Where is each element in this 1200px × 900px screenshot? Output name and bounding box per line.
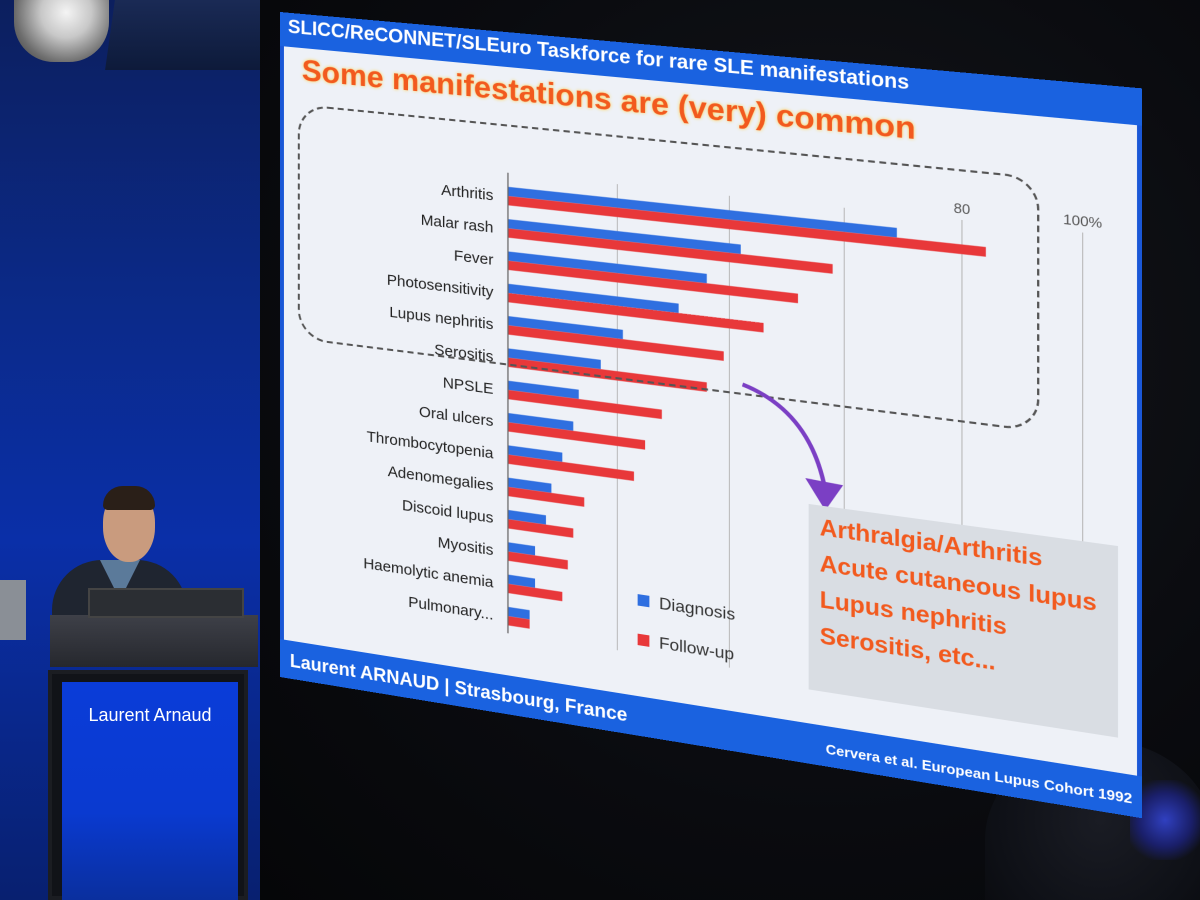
category-label: Oral ulcers [419, 403, 493, 430]
bar-followup [508, 584, 562, 601]
category-label: NPSLE [443, 374, 494, 398]
category-label: Haemolytic anemia [363, 555, 494, 592]
legend-label: Diagnosis [659, 595, 735, 624]
podium-speaker-name: Laurent Arnaud [62, 705, 238, 726]
bar-followup [508, 551, 568, 569]
speaker-hair [103, 486, 155, 510]
ceiling-panel [105, 0, 275, 70]
category-label: Adenomegalies [388, 463, 494, 495]
category-label: Thrombocytopenia [367, 428, 495, 463]
legend-swatch [638, 634, 650, 647]
side-laptop [0, 580, 26, 640]
podium-top [50, 615, 258, 667]
legend-swatch [638, 594, 650, 607]
projected-slide: SLICC/ReCONNET/SLEuro Taskforce for rare… [280, 12, 1142, 818]
x-tick-label: 100% [1063, 211, 1103, 232]
pointer-arrow-icon [737, 379, 859, 522]
bar-followup [508, 455, 634, 481]
category-label: Discoid lupus [402, 497, 493, 527]
category-label: Myositis [438, 534, 494, 560]
bar-followup [508, 390, 662, 419]
legend-label: Follow-up [659, 635, 734, 664]
category-label: Pulmonary... [408, 594, 493, 624]
bar-followup [508, 422, 645, 449]
podium-laptop [88, 588, 244, 618]
